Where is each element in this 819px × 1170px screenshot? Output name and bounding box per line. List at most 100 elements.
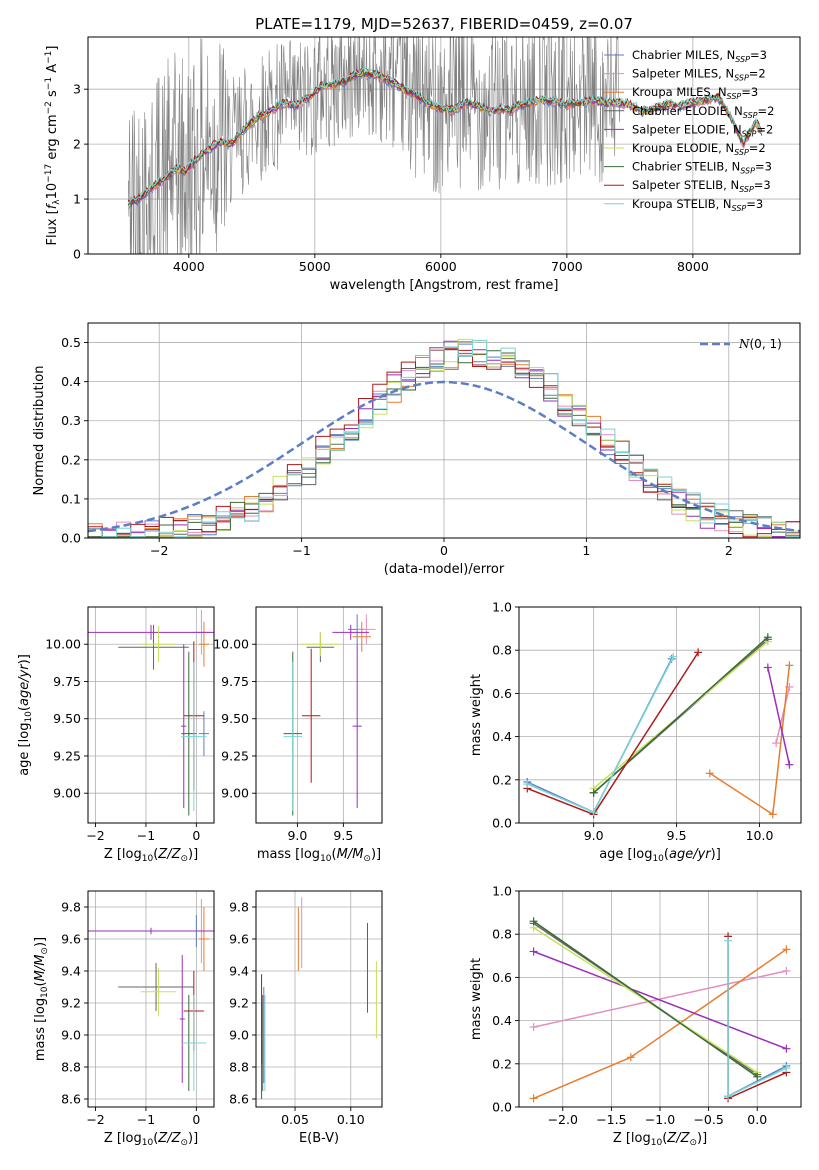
y-axis-label: mass weight [469,958,484,1040]
y-tick-label: 8.8 [61,1060,81,1075]
errorbar-point [198,711,209,756]
y-tick-label: 9.00 [53,786,81,801]
x-tick-label: −2 [150,543,168,558]
label-part: )] [33,937,48,947]
y-axis-label: Flux [fλ10−17 erg cm−2 s−1 A−1] [44,46,62,246]
y-tick-label: 9.2 [61,996,81,1011]
y-tick-label: 1 [73,192,81,207]
plot-area [283,614,376,816]
x-tick-label: 2 [725,543,733,558]
axes: −2 −1 0 1 2 0.0 0.1 0.2 0.3 0.4 0.5 (data-model)/er… [32,322,801,577]
y-label-part: erg cm [45,114,60,163]
label-part: )] [371,847,381,862]
label-italic: a [17,698,32,706]
legend-text: =2 [749,141,766,155]
errorbar-point [283,662,302,812]
y-label-part: −1 [44,77,54,90]
x-tick-label: 8000 [677,259,709,274]
x-tick-label: 1 [582,543,590,558]
label-italic: Z [157,1131,168,1146]
label-italic: / [166,1131,173,1146]
legend-text: =3 [741,85,758,99]
label-sub: 10 [142,1138,154,1148]
y-tick-label: 0.2 [61,452,81,467]
label-sub: 10 [652,854,664,864]
legend-text: =3 [755,160,772,174]
x-tick-label: 7000 [551,259,583,274]
residual-histogram-7 [88,348,800,538]
legend-sub: SSP [743,111,758,120]
x-axis-label: (data-model)/error [384,562,505,577]
axes: 9.0 9.5 10.0 0.0 0.2 0.4 0.6 0.8 1.0 age [log10(a… [469,600,802,864]
grid [256,891,382,1107]
y-tick-label: 3 [73,82,81,97]
label-italic: M [33,955,48,966]
legend: Chabrier MILES, NSSP=3 Salpeter MILES, NS… [604,48,774,213]
weight-series-4 [763,663,794,769]
legend-entry: Salpeter MILES, NSSP=2 [632,67,766,83]
y-label-part: ] [45,46,60,51]
axes-frame [87,606,215,824]
legend-text: Salpeter STELIB, N [632,178,739,192]
x-tick-label: 0.10 [337,1112,365,1127]
x-tick-label: 0 [192,1112,200,1127]
panel-spectrum: 4000 5000 6000 7000 8000 0 1 2 3 wavelength [Angs… [44,36,801,293]
axes: 0.05 0.10 8.6 8.8 9.0 9.2 9.4 9.6 9.8 E(B-V) [229,890,383,1146]
weight-line [533,970,787,1028]
axes: −2.0 −1.5 −1.0 −0.5 0.0 0.0 0.2 0.4 0.6 0.8 1.0 Z [… [469,884,802,1148]
errorbar-point [198,621,209,667]
label-sub: 10 [142,854,154,864]
plot-area [261,897,377,1099]
label-italic: yr [697,847,713,862]
x-tick-label: 0 [440,543,448,558]
grid [88,607,214,823]
y-tick-label: 2 [73,137,81,152]
x-tick-label: −1 [292,543,310,558]
plot-background [88,607,214,823]
label-italic: / [675,1131,682,1146]
label-italic: M [33,970,48,981]
label-sub: 10 [40,986,50,998]
legend-text: =3 [754,178,771,192]
label-part: age [log [599,847,652,862]
legend-sub: SSP [734,74,749,83]
y-tick-label: 0.0 [61,531,81,546]
weight-series-4 [529,947,791,1053]
weight-series-6 [589,633,772,797]
label-part: )] [188,1131,198,1146]
y-tick-label: 0.1 [61,491,81,506]
weight-line [593,636,769,794]
legend-text: Chabrier ELODIE, N [632,104,743,118]
gaussian-reference [88,380,800,533]
weight-line [533,950,787,1050]
label-part: )] [188,847,198,862]
label-part: ( [662,1131,667,1146]
x-tick-label: 5000 [299,259,331,274]
y-tick-label: 10.00 [213,637,249,652]
x-tick-label: 4000 [173,259,205,274]
y-tick-label: 9.0 [61,1028,81,1043]
label-part: ( [153,847,158,862]
y-tick-label: 10.00 [45,637,81,652]
legend-text: =2 [758,104,775,118]
errorbar-point [352,644,362,809]
errorbar-point [181,995,207,1091]
label-italic: Z [666,1131,677,1146]
residual-histogram-2 [88,341,800,538]
legend-entry: Chabrier MILES, NSSP=3 [632,48,767,64]
legend-text: Kroupa MILES, N [632,85,727,99]
y-axis-label: age [log10(age/yr)] [17,654,34,776]
label-part: Z [log [104,1131,142,1146]
legend-entry: Kroupa ELODIE, NSSP=2 [632,141,766,157]
legend-text: Kroupa ELODIE, N [632,141,734,155]
label-part: age [log [17,723,32,776]
label-part: )] [17,654,32,664]
residual-histogram-4 [88,340,800,538]
residual-histogram-8 [88,339,800,538]
legend-text: Chabrier STELIB, N [632,160,740,174]
x-axis-label: age [log10(age/yr)] [599,847,721,864]
plot-area [88,609,214,816]
errorbar-point [140,626,177,663]
legend-sub: SSP [732,204,747,213]
